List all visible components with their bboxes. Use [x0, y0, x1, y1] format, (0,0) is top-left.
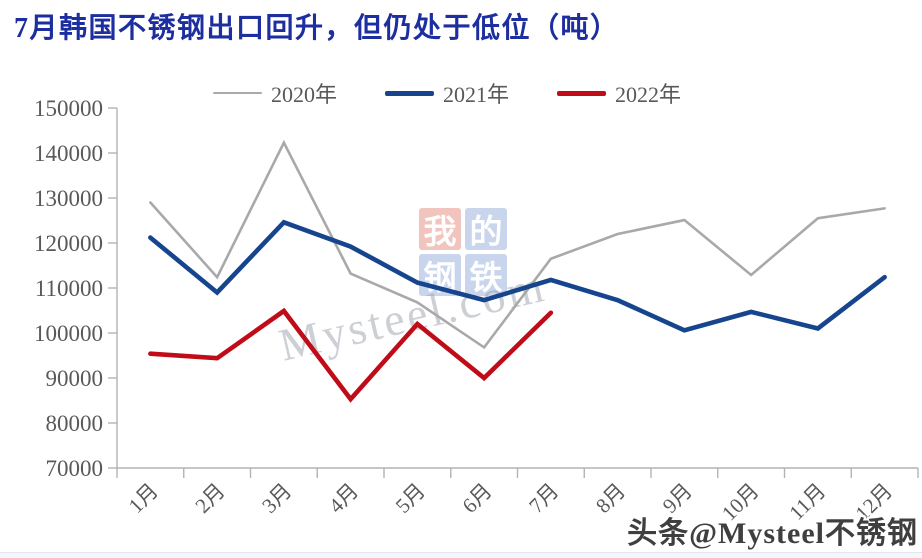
- legend-label: 2022年: [615, 82, 682, 107]
- chart-title: 7月韩国不锈钢出口回升，但仍处于低位（吨）: [14, 13, 620, 44]
- bottom-strip: [0, 552, 922, 558]
- toutiao-watermark: 头条@Mysteel不锈钢: [627, 517, 918, 550]
- x-axis-label: 4月: [324, 479, 363, 518]
- logo-square: 的: [465, 208, 507, 251]
- legend-line-swatch: [213, 91, 262, 95]
- x-axis-label: 2月: [190, 479, 229, 518]
- legend-line-swatch: [557, 90, 607, 96]
- legend-label: 2021年: [443, 82, 510, 107]
- legend-item-2022年: 2022年: [557, 77, 681, 109]
- series-line-2022年: [148, 307, 554, 403]
- y-axis-label: 150000: [34, 96, 103, 121]
- y-axis-label: 90000: [46, 366, 104, 391]
- legend-item-2021年: 2021年: [385, 77, 509, 109]
- legend-item-2020年: 2020年: [213, 77, 337, 109]
- x-axis-label: 3月: [257, 479, 296, 518]
- x-axis-label: 7月: [524, 479, 563, 518]
- x-axis-label: 6月: [457, 479, 496, 518]
- mysteel-logo-watermark: 我的钢铁 Mysteel.com: [274, 208, 551, 371]
- x-axis-label: 1月: [124, 479, 163, 518]
- logo-square: 铁: [465, 254, 507, 297]
- series-line-2021年: [148, 219, 887, 333]
- logo-square: 我: [419, 208, 461, 251]
- y-axis-label: 140000: [34, 141, 103, 166]
- legend-line-swatch: [385, 90, 435, 96]
- series-line-2020年: [149, 139, 886, 350]
- y-axis-label: 110000: [35, 276, 103, 301]
- y-axis-label: 80000: [46, 411, 104, 436]
- y-axis-label: 130000: [34, 186, 103, 211]
- y-axis-label: 120000: [34, 231, 103, 256]
- legend-label: 2020年: [271, 82, 338, 107]
- y-axis-label: 100000: [34, 321, 103, 346]
- y-axis-label: 70000: [46, 456, 104, 481]
- x-axis-label: 5月: [391, 479, 430, 518]
- mysteel-logo-grid: 我的钢铁: [419, 208, 507, 297]
- chart-legend: 2020年 2021年 2022年: [213, 77, 681, 109]
- x-axis-label: 8月: [591, 479, 630, 518]
